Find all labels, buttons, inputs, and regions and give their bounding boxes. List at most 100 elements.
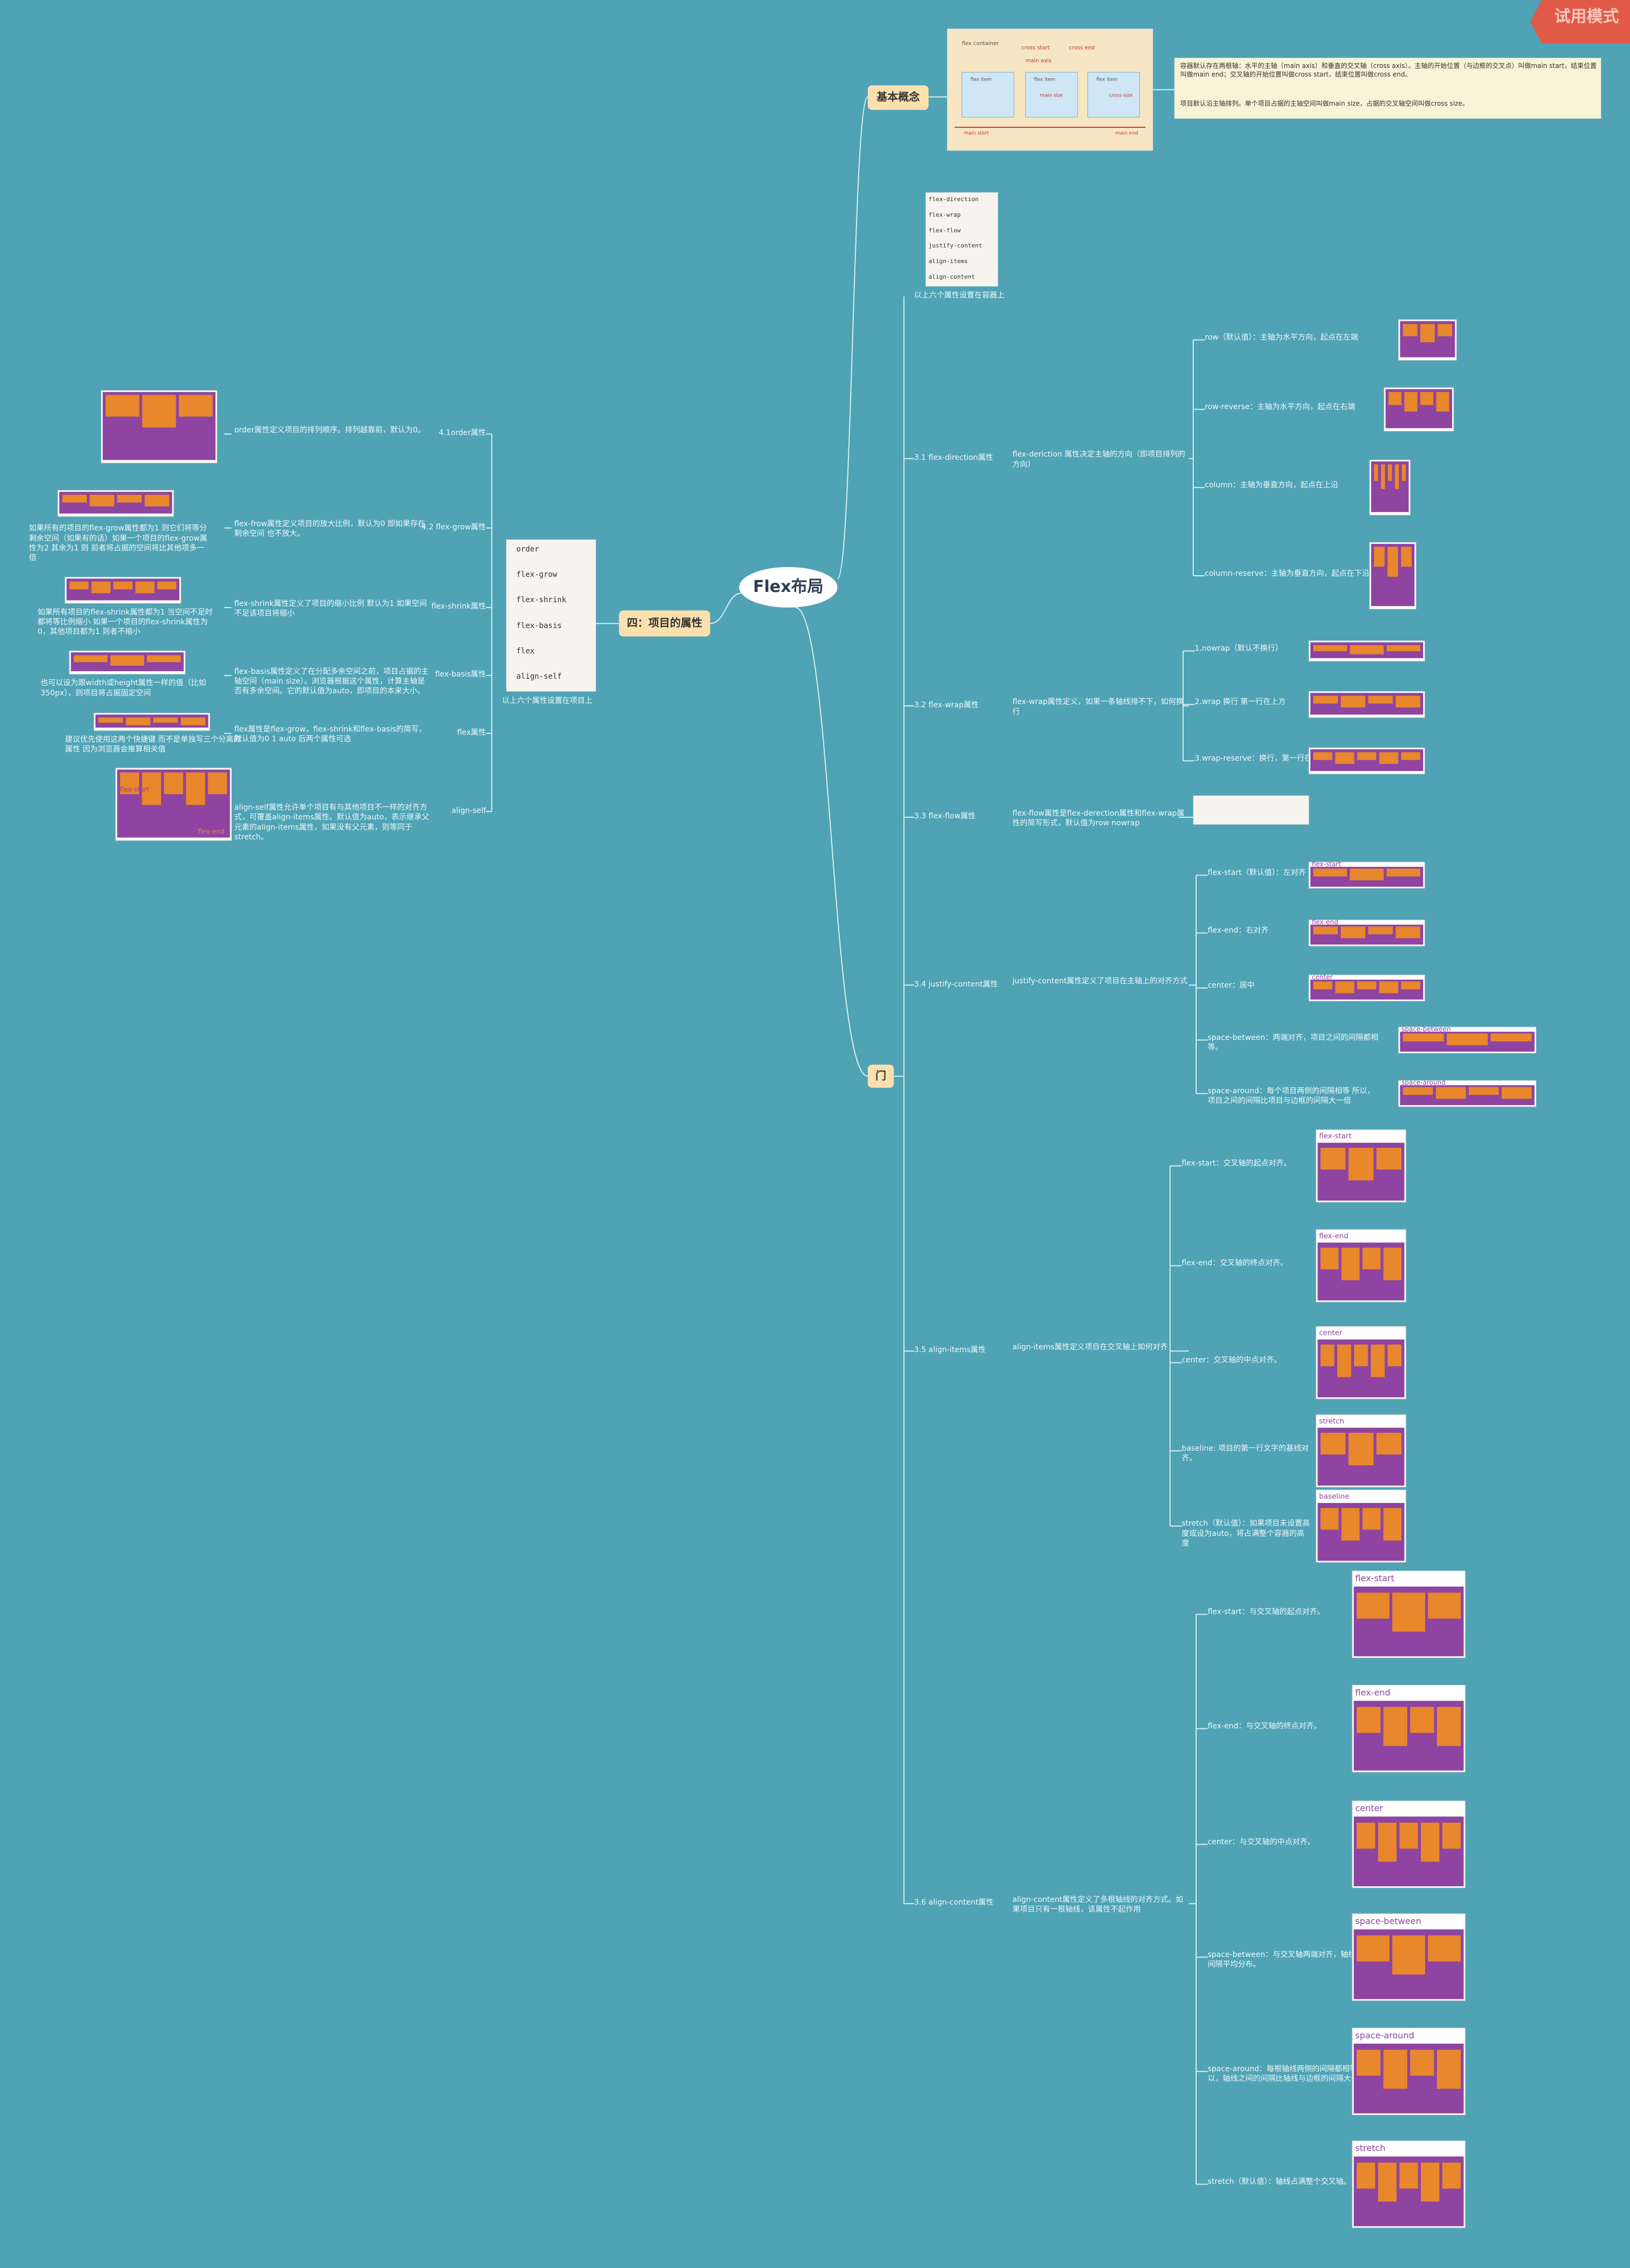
prop-label: flex-shrink属性 — [431, 602, 486, 611]
thumb-item — [1442, 2162, 1461, 2189]
thumb-item — [1356, 1935, 1390, 1962]
child-label-box: center：与交叉轴的中点对齐。 — [1207, 1837, 1315, 1846]
thumb-item — [181, 717, 206, 726]
child-label-box: center：居中 — [1207, 981, 1255, 990]
thumb-item — [1386, 868, 1420, 877]
thumb-item — [1335, 981, 1355, 994]
root-node — [739, 567, 838, 608]
thumb-item — [1368, 695, 1393, 704]
image-label: flex-start — [1312, 860, 1341, 868]
thumb-item — [1399, 1822, 1418, 1849]
diagram-label: flex item — [1034, 77, 1056, 82]
thumb-item — [1320, 1247, 1339, 1270]
thumb-item — [1350, 645, 1384, 654]
thumb-item — [1387, 547, 1398, 577]
thumb-item — [1313, 981, 1332, 990]
thumb-item — [178, 395, 213, 417]
thumb-item — [1428, 1935, 1461, 1962]
prop-desc-box: flex-wrap属性定义，如果一条轴线排不下，如何换行 — [1012, 698, 1183, 716]
list-item-box: align-content — [929, 273, 975, 280]
node-bg — [619, 610, 710, 637]
node-bg — [867, 85, 929, 110]
image-label: center — [1355, 1803, 1383, 1814]
thumb-item — [1313, 695, 1338, 704]
prop-desc-box: flex属性是flex-grow，flex-shrink和flex-basis的… — [234, 725, 426, 743]
prop-desc: flex-frow属性定义项目的放大比例，默认为0 即如果存在剩余空间 也不放大… — [234, 520, 425, 539]
thumb-item — [1354, 1345, 1368, 1367]
thumb-item — [153, 717, 178, 723]
prop-label-box: align-self — [451, 806, 486, 815]
list-item-box: align-self — [516, 672, 562, 681]
thumb-item — [1378, 1822, 1397, 1862]
thumb-item — [1356, 1822, 1376, 1849]
thumb-item — [98, 717, 123, 723]
thumb-item — [1356, 1593, 1390, 1619]
child-label-box: flex-end：右对齐 — [1207, 926, 1268, 935]
thumb-item — [1401, 464, 1406, 481]
child-label-box: space-around：每个项目两侧的间隔相等 所以，项目之间的间隔比项目与边… — [1207, 1087, 1375, 1105]
child-label-box: space-between：两端对齐，项目之间的间隔都相等。 — [1207, 1033, 1379, 1052]
concept-note: 项目默认沿主轴排列。单个项目占据的主轴空间叫做main size，占据的交叉轴空… — [1180, 100, 1469, 108]
child-label: center：居中 — [1207, 981, 1255, 990]
thumb-item — [1341, 1508, 1360, 1541]
prop-label-box: 3.2 flex-wrap属性 — [914, 701, 979, 709]
node-label: 门 — [875, 1069, 886, 1082]
thumb-item — [120, 772, 140, 795]
thumb-item — [1421, 1822, 1440, 1862]
thumb-item — [1401, 752, 1420, 760]
child-label: baseline: 项目的第一行文字的基线对齐。 — [1182, 1444, 1309, 1463]
list-item: flex-shrink — [516, 596, 567, 605]
prop-label: align-self — [451, 806, 486, 815]
diagram-item — [961, 72, 1014, 118]
prop-label-box: flex-shrink属性 — [431, 602, 486, 611]
concept-note-box: 项目默认沿主轴排列。单个项目占据的主轴空间叫做main size，占据的交叉轴空… — [1180, 100, 1469, 108]
thumb-item — [1357, 752, 1377, 760]
prop-desc-box: justify-content属性定义了项目在主轴上的对齐方式 — [1012, 977, 1187, 985]
child-label-box: row（默认值）：主轴为水平方向，起点在左端 — [1205, 333, 1358, 342]
thumb-item — [1313, 752, 1332, 760]
child-label: center：与交叉轴的中点对齐。 — [1207, 1837, 1315, 1846]
list-item-box: flex-direction — [929, 196, 979, 203]
list-item-box: align-items — [929, 258, 968, 265]
thumb-item — [1362, 1247, 1381, 1270]
thumb-item — [1313, 926, 1338, 935]
image-label: space-between — [1355, 1916, 1421, 1926]
prop-label: 3.4 justify-content属性 — [914, 980, 998, 989]
thumb-item — [1392, 1593, 1425, 1632]
child-label-box: flex-start（默认值）：左对齐 — [1207, 868, 1306, 877]
child-label-box: flex-start：交叉轴的起点对齐。 — [1182, 1159, 1291, 1168]
thumb-item — [1436, 392, 1449, 412]
thumb-item — [1313, 868, 1347, 877]
thumb-item — [1387, 464, 1392, 481]
connector — [710, 592, 742, 624]
prop-label: flex-basis属性 — [435, 670, 486, 679]
thumb-item — [1394, 464, 1399, 490]
root-label: Flex布局 — [753, 577, 823, 596]
prop-desc-box: align-items属性定义项目在交叉轴上如何对齐 — [1012, 1343, 1168, 1352]
prop-desc: flex-flow属性是flex-derection属性和flex-wrap属性… — [1012, 809, 1185, 828]
thumb-item — [1401, 981, 1420, 990]
list-bg — [925, 192, 998, 287]
thumb-item — [1428, 1593, 1461, 1619]
list-item: flex-flow — [928, 226, 961, 234]
thumb-item — [1356, 1707, 1381, 1733]
prop-label: 3.1 flex-direction属性 — [914, 453, 993, 462]
thumb-item — [1438, 324, 1452, 336]
image-label: center — [1312, 973, 1333, 981]
thumb-item — [1380, 464, 1385, 490]
child-label: flex-start：交叉轴的起点对齐。 — [1182, 1159, 1291, 1168]
badge-shape — [1530, 0, 1630, 44]
diagram-label: flex item — [1096, 77, 1118, 82]
thumb-item — [1383, 1508, 1402, 1541]
prop-desc-box: order属性定义项目的排列顺序。排列越靠前，默认为0。 — [234, 426, 425, 435]
prop-label: 4.1order属性 — [438, 429, 486, 438]
thumb-item — [1320, 1508, 1339, 1530]
list-item-box: justify-content — [929, 242, 982, 249]
image-label: flex-end — [1319, 1232, 1348, 1240]
thumb-item — [1371, 1345, 1385, 1377]
prop-label-box: 3.1 flex-direction属性 — [914, 453, 993, 462]
child-label: space-between：两端对齐，项目之间的间隔都相等。 — [1207, 1033, 1379, 1052]
thumb-item — [126, 717, 151, 726]
diagram-label: flex container — [962, 40, 999, 46]
